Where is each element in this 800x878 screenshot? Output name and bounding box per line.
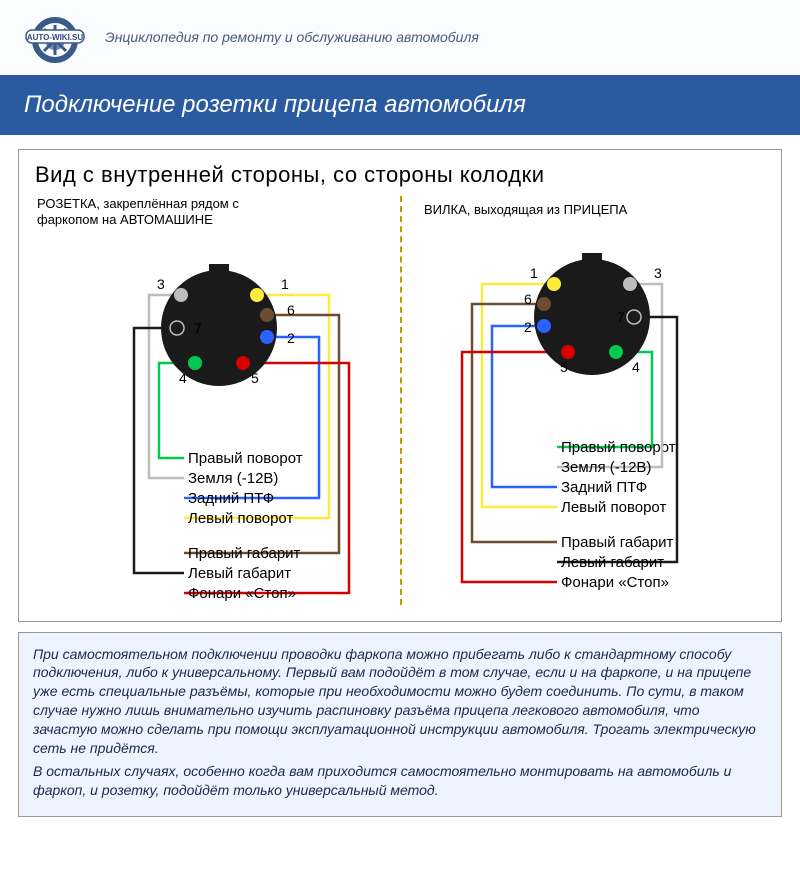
socket-heading: РОЗЕТКА, закреплённая рядом сфаркопом на… xyxy=(27,196,400,233)
svg-text:5: 5 xyxy=(560,359,568,375)
svg-text:Правый поворот: Правый поворот xyxy=(188,450,303,467)
svg-text:Левый поворот: Левый поворот xyxy=(188,510,293,527)
svg-text:4: 4 xyxy=(632,359,640,375)
svg-text:Левый габарит: Левый габарит xyxy=(561,554,664,571)
svg-text:Фонари «Стоп»: Фонари «Стоп» xyxy=(188,585,296,602)
plug-column: ВИЛКА, выходящая из ПРИЦЕПА Правый повор… xyxy=(400,196,773,613)
svg-text:3: 3 xyxy=(157,276,165,292)
socket-column: РОЗЕТКА, закреплённая рядом сфаркопом на… xyxy=(27,196,400,613)
svg-text:7: 7 xyxy=(194,320,202,336)
wiring-diagram: Вид с внутренней стороны, со стороны кол… xyxy=(18,149,782,622)
svg-text:3: 3 xyxy=(654,265,662,281)
svg-text:Фонари «Стоп»: Фонари «Стоп» xyxy=(561,574,669,591)
svg-text:Левый габарит: Левый габарит xyxy=(188,565,291,582)
svg-text:Правый поворот: Правый поворот xyxy=(561,439,676,456)
svg-text:1: 1 xyxy=(530,265,538,281)
svg-text:6: 6 xyxy=(524,291,532,307)
page: AUTO-WIKI.SU Энциклопедия по ремонту и о… xyxy=(0,0,800,878)
site-logo: AUTO-WIKI.SU xyxy=(20,10,90,65)
svg-text:Правый габарит: Правый габарит xyxy=(188,545,301,562)
diagram-heading: Вид с внутренней стороны, со стороны кол… xyxy=(35,162,773,188)
socket-diagram-svg: Правый поворот Земля (-12В) Задний ПТФ Левы… xyxy=(29,233,399,613)
svg-text:4: 4 xyxy=(179,370,187,386)
explanation-box: При самостоятельном подключении проводки… xyxy=(18,632,782,817)
explanation-p2: В остальных случаях, особенно когда вам … xyxy=(33,762,767,800)
plug-diagram-svg: Правый поворот Земля (-12В) Задний ПТФ Левы… xyxy=(402,222,772,602)
page-title: Подключение розетки прицепа автомобиля xyxy=(0,75,800,135)
svg-text:2: 2 xyxy=(287,330,295,346)
explanation-p1: При самостоятельном подключении проводки… xyxy=(33,645,767,758)
svg-text:AUTO-WIKI.SU: AUTO-WIKI.SU xyxy=(27,33,84,42)
svg-text:Задний ПТФ: Задний ПТФ xyxy=(188,490,274,507)
svg-text:5: 5 xyxy=(251,370,259,386)
svg-text:Земля (-12В): Земля (-12В) xyxy=(188,470,278,487)
svg-text:1: 1 xyxy=(281,276,289,292)
svg-text:7: 7 xyxy=(617,309,625,325)
header: AUTO-WIKI.SU Энциклопедия по ремонту и о… xyxy=(0,0,800,75)
svg-text:Левый поворот: Левый поворот xyxy=(561,499,666,516)
site-tagline: Энциклопедия по ремонту и обслуживанию а… xyxy=(105,28,479,46)
svg-text:Задний ПТФ: Задний ПТФ xyxy=(561,479,647,496)
svg-text:2: 2 xyxy=(524,319,532,335)
svg-text:Земля (-12В): Земля (-12В) xyxy=(561,459,651,476)
svg-text:Правый габарит: Правый габарит xyxy=(561,534,674,551)
svg-text:6: 6 xyxy=(287,302,295,318)
plug-heading: ВИЛКА, выходящая из ПРИЦЕПА xyxy=(400,196,773,222)
